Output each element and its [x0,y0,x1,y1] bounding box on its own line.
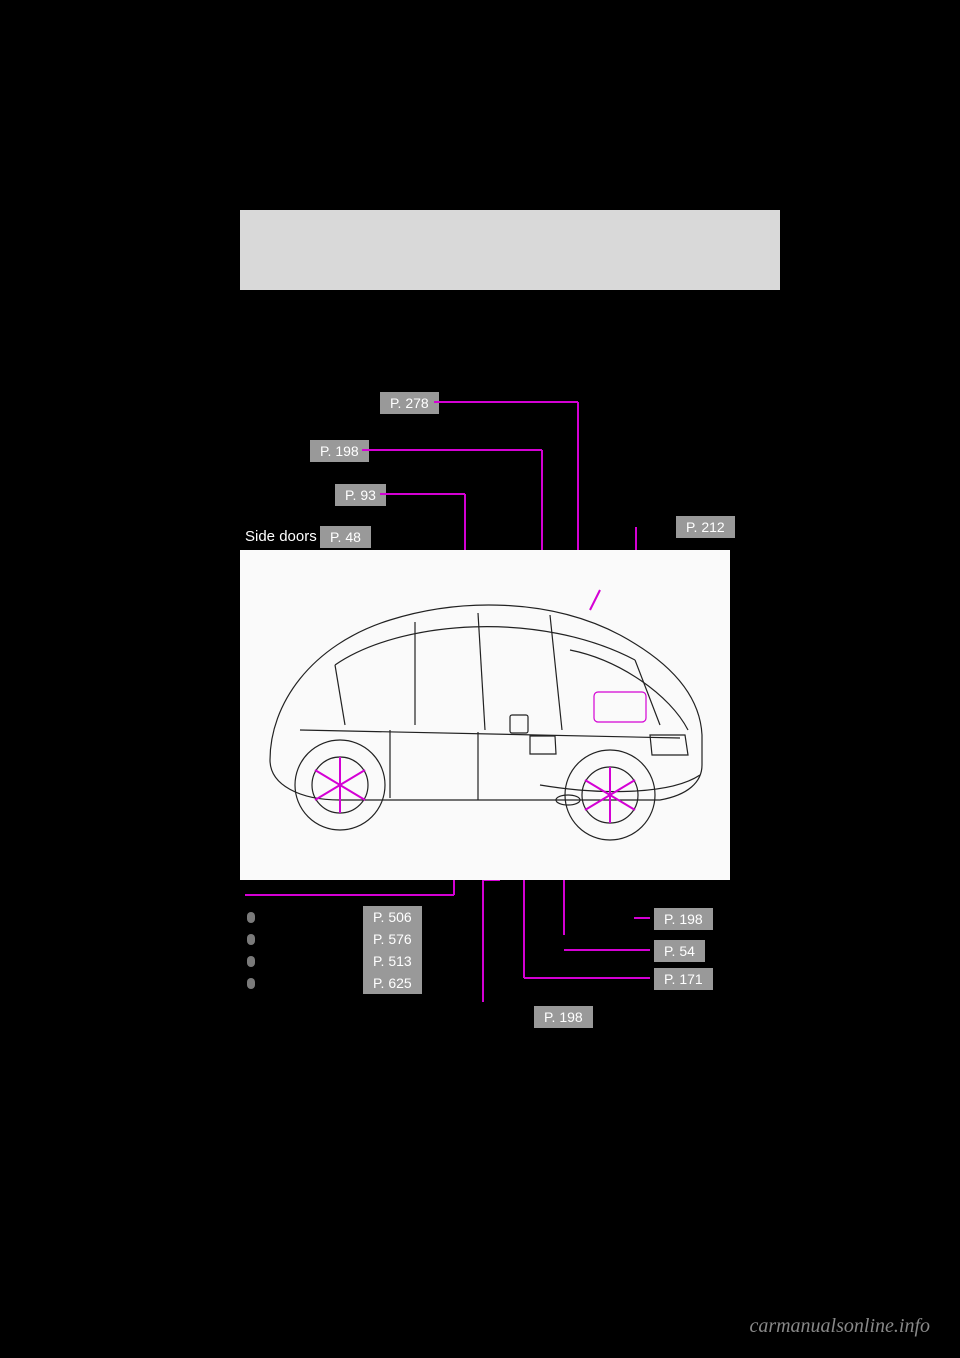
tag-p171: P. 171 [654,968,713,990]
bullet-1 [247,912,255,923]
label-side-doors: Side doors [245,528,317,545]
vehicle-illustration [240,550,730,880]
footer-watermark: carmanualsonline.info [749,1315,930,1338]
bullet-4 [247,978,255,989]
tag-p576: P. 576 [363,928,422,950]
bullet-3 [247,956,255,967]
tag-p198: P. 198 [310,440,369,462]
tag-p212: P. 212 [676,516,735,538]
tag-p48: P. 48 [320,526,371,548]
tag-p93: P. 93 [335,484,386,506]
page-root: P. 278 P. 198 P. 93 Side doors P. 48 P. … [0,0,960,1358]
tag-p625: P. 625 [363,972,422,994]
tag-p198-b: P. 198 [534,1006,593,1028]
tag-p513: P. 513 [363,950,422,972]
tag-p198-r1: P. 198 [654,908,713,930]
tag-p278: P. 278 [380,392,439,414]
vehicle-svg [240,550,730,880]
bullet-2 [247,934,255,945]
header-box [240,210,780,290]
tag-p54: P. 54 [654,940,705,962]
tag-p506: P. 506 [363,906,422,928]
